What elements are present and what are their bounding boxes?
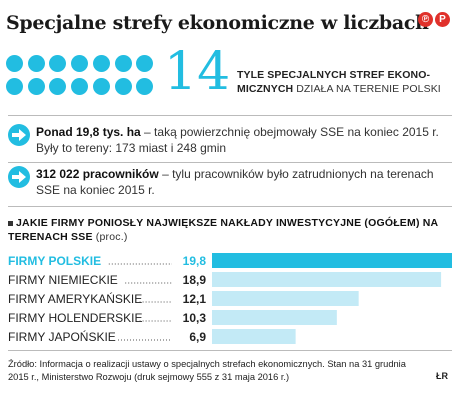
bar (212, 272, 442, 287)
divider (8, 162, 452, 163)
chart-title-text: Jakie firmy poniosły największe nakłady … (8, 217, 438, 243)
fact-text-area: Ponad 19,8 tys. ha – taką powierzchnię o… (36, 124, 452, 156)
zone-dot (49, 55, 67, 72)
logo-letter: P (435, 12, 450, 27)
page-title: Specjalne strefy ekonomiczne w liczbach (6, 12, 429, 34)
zone-dots (6, 55, 156, 97)
zone-dot (92, 77, 110, 95)
bar (212, 253, 452, 268)
zone-dot (92, 55, 110, 72)
bar (212, 310, 337, 325)
bar-chart: FIRMY POLSKIE 19,8 FIRMY NIEMIECKIE 18,9 FIR… (8, 253, 452, 344)
bar (212, 291, 359, 306)
value-label: 19,8 (183, 254, 207, 268)
arrow-right-icon (8, 166, 30, 188)
big-number: 14 (164, 42, 231, 102)
zone-dot (114, 55, 132, 72)
zone-dot (6, 55, 23, 72)
fact-workers-rest: – tylu pracowników było zatrudnionych na… (36, 167, 434, 197)
zone-dot (49, 77, 67, 95)
source-note: Źródło: Informacja o realizacji ustawy o… (8, 359, 406, 382)
big-number-description: TYLE SPECJALNYCH STREF EKONO-MICZNYCH DZ… (237, 68, 452, 96)
fact-area-rest: – taką powierzchnię obejmowały SSE na ko… (36, 125, 439, 155)
big-number-description-rest: DZIAŁA NA TERENIE POLSKI (293, 83, 441, 95)
value-label: 6,9 (189, 330, 206, 344)
zone-dot (27, 77, 45, 95)
zone-dot (71, 77, 89, 95)
value-label: 12,1 (183, 292, 207, 306)
fact-area: Ponad 19,8 tys. ha – taką powierzchnię o… (8, 124, 452, 160)
logo: ℗ P (418, 12, 450, 30)
author-initials: ŁR (436, 371, 448, 381)
divider (8, 350, 452, 351)
fact-workers-bold: 312 022 pracowników (36, 167, 159, 181)
fact-text-workers: 312 022 pracowników – tylu pracowników b… (36, 166, 452, 198)
value-label: 18,9 (183, 273, 207, 287)
zone-dot (136, 77, 154, 95)
chart-unit: (proc.) (95, 231, 128, 243)
category-label: FIRMY AMERYKAŃSKIE (8, 291, 142, 306)
big-number-description-bold: TYLE SPECJALNYCH STREF EKONO-MICZNYCH (237, 69, 431, 95)
chart-title: Jakie firmy poniosły największe nakłady … (8, 216, 453, 244)
square-bullet-icon (8, 220, 13, 226)
zone-dot (6, 77, 23, 95)
category-label: FIRMY NIEMIECKIE (8, 273, 118, 287)
arrow-right-icon (8, 124, 30, 146)
category-label: FIRMY JAPOŃSKIE (8, 329, 116, 344)
zone-dot (27, 55, 45, 72)
zone-dot (71, 55, 89, 72)
value-label: 10,3 (183, 311, 207, 325)
fact-area-bold: Ponad 19,8 tys. ha (36, 125, 141, 139)
bar (212, 329, 296, 344)
logo-letter: ℗ (418, 12, 433, 27)
category-label: FIRMY POLSKIE (8, 254, 101, 268)
divider (8, 115, 452, 116)
zone-dot (114, 77, 132, 95)
zone-dot (136, 55, 154, 72)
divider (8, 206, 452, 207)
category-label: FIRMY HOLENDERSKIE (8, 311, 142, 325)
fact-workers: 312 022 pracowników – tylu pracowników b… (8, 166, 452, 202)
